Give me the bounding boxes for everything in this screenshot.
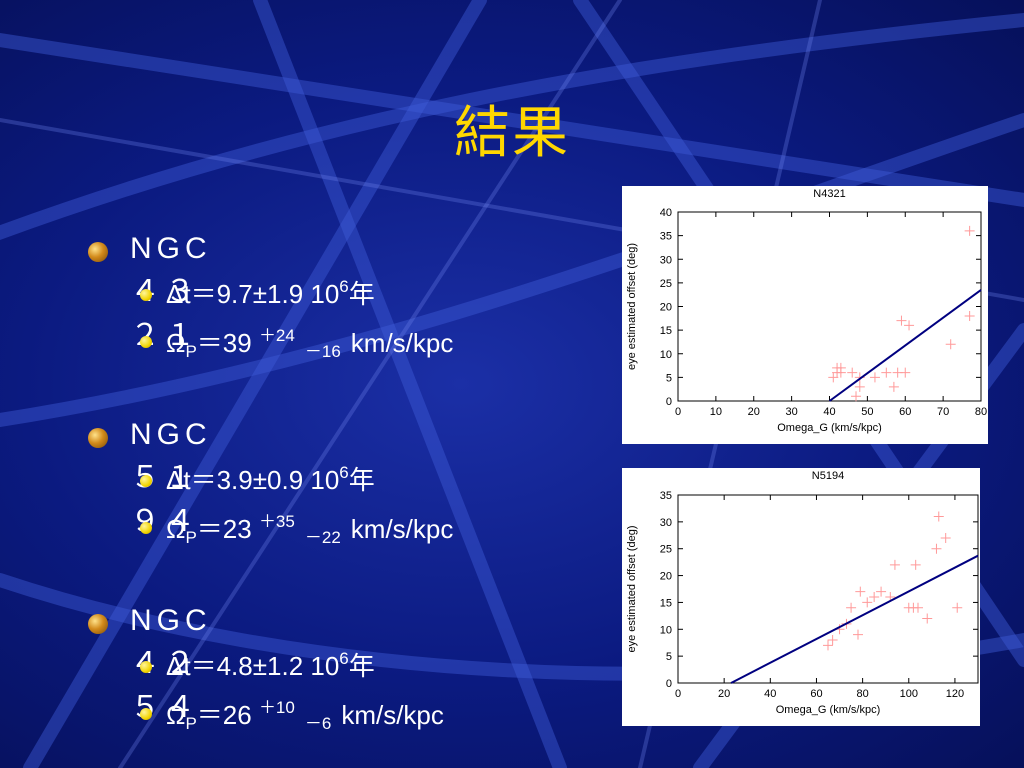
data-point (964, 225, 975, 236)
x-tick-label: 0 (675, 406, 681, 418)
galaxy-block-2: NGC５１９４ Δt＝3.9±0.9 106年 ΩP＝23 ＋35－22 km/s… (88, 418, 453, 552)
x-tick-label: 60 (899, 406, 911, 418)
orb-bullet-icon (88, 242, 108, 262)
data-point (876, 586, 887, 597)
x-tick-label: 80 (975, 406, 987, 418)
y-tick-label: 15 (660, 597, 672, 609)
data-point (889, 559, 900, 570)
data-point (888, 381, 899, 392)
x-axis-label: Omega_G (km/s/kpc) (777, 422, 882, 434)
data-point (881, 367, 892, 378)
y-tick-label: 20 (660, 302, 672, 314)
galaxy-block-3: NGC４２５４ Δt＝4.8±1.2 106年 ΩP＝26 ＋10－6 km/s/… (88, 604, 444, 738)
fit-line (730, 554, 979, 684)
x-tick-label: 50 (861, 406, 873, 418)
y-axis-label: eye estimated offset (deg) (626, 526, 638, 653)
data-point (853, 629, 863, 640)
data-point (827, 635, 838, 646)
y-tick-label: 30 (660, 254, 672, 266)
y-tick-label: 15 (660, 325, 672, 337)
data-point (931, 543, 942, 554)
chart-title: N5194 (812, 470, 844, 482)
x-axis-label: Omega_G (km/s/kpc) (776, 704, 881, 716)
y-tick-label: 25 (660, 278, 672, 290)
y-tick-label: 5 (666, 651, 672, 663)
data-point (846, 602, 857, 613)
orb-bullet-icon (88, 614, 108, 634)
timescale-line: Δt＝4.8±1.2 106年 (166, 649, 375, 681)
x-tick-label: 30 (786, 406, 798, 418)
chart-n5194: N5194 0 20 40 60 80 100 120 0 5 10 15 20 25 30 35 Omega_… (622, 468, 980, 726)
data-point (869, 372, 880, 383)
y-axis-label: eye estimated offset (deg) (626, 243, 638, 370)
y-tick-label: 20 (660, 571, 672, 583)
data-point (904, 320, 915, 331)
x-tick-label: 70 (937, 406, 949, 418)
dot-bullet-icon (140, 661, 152, 673)
pattern-speed-line: ΩP＝39 ＋24－16 km/s/kpc (166, 326, 454, 361)
data-point (913, 602, 923, 613)
data-point (933, 511, 944, 522)
x-tick-label: 80 (856, 688, 868, 700)
pattern-speed-line: ΩP＝26 ＋10－6 km/s/kpc (166, 698, 444, 733)
data-point (855, 586, 866, 597)
chart-title: N4321 (813, 188, 845, 200)
dot-bullet-icon (140, 336, 152, 348)
y-tick-label: 40 (660, 207, 672, 219)
pattern-speed-line: ΩP＝23 ＋35－22 km/s/kpc (166, 512, 454, 547)
x-tick-label: 100 (900, 688, 918, 700)
chart-n5194-svg: N5194 0 20 40 60 80 100 120 0 5 10 15 20 25 30 35 Omega_… (626, 470, 979, 716)
data-point (851, 391, 862, 402)
data-point (896, 315, 907, 326)
x-tick-label: 0 (675, 688, 681, 700)
plot-frame (677, 494, 979, 684)
data-point (900, 367, 911, 378)
x-tick-label: 40 (823, 406, 835, 418)
x-tick-label: 120 (946, 688, 964, 700)
dot-bullet-icon (140, 475, 152, 487)
y-tick-label: 35 (660, 490, 672, 502)
orb-bullet-icon (88, 428, 108, 448)
data-point (940, 532, 951, 543)
x-tick-label: 20 (718, 688, 730, 700)
galaxy-block-1: NGC４３２１ Δt＝9.7±1.9 106年 ΩP＝39 ＋24－16 km/s… (88, 232, 453, 366)
y-tick-label: 0 (666, 678, 672, 690)
y-tick-label: 30 (660, 517, 672, 529)
data-point (952, 602, 963, 613)
x-tick-label: 10 (710, 406, 722, 418)
chart-n4321: N4321 0 10 20 30 40 50 60 70 80 0 5 10 15 20 25 30 35 40 Om… (622, 186, 988, 444)
data-point (835, 362, 846, 373)
slide-title: 結果 (454, 101, 570, 166)
chart-n4321-svg: N4321 0 10 20 30 40 50 60 70 80 0 5 10 15 20 25 30 35 40 Om… (626, 188, 987, 434)
data-point (862, 597, 873, 608)
timescale-line: Δt＝3.9±0.9 106年 (166, 463, 375, 495)
galaxy-name: NGC４２５４ (130, 604, 212, 724)
y-tick-label: 10 (660, 624, 672, 636)
data-point (945, 339, 956, 350)
timescale-line: Δt＝9.7±1.9 106年 (166, 277, 375, 309)
dot-bullet-icon (140, 289, 152, 301)
dot-bullet-icon (140, 522, 152, 534)
data-point (964, 310, 975, 321)
data-point (922, 613, 933, 624)
data-point (910, 559, 921, 570)
data-point (823, 640, 833, 651)
data-point (854, 381, 865, 392)
y-tick-label: 35 (660, 231, 672, 243)
y-tick-label: 0 (666, 396, 672, 408)
data-point (869, 592, 880, 603)
x-tick-label: 40 (764, 688, 776, 700)
plot-frame (677, 211, 982, 402)
y-tick-label: 5 (666, 372, 672, 384)
x-tick-label: 20 (748, 406, 760, 418)
dot-bullet-icon (140, 708, 152, 720)
y-tick-label: 25 (660, 544, 672, 556)
y-tick-label: 10 (660, 349, 672, 361)
fit-line (828, 289, 982, 402)
data-point (847, 367, 858, 378)
x-tick-label: 60 (810, 688, 822, 700)
